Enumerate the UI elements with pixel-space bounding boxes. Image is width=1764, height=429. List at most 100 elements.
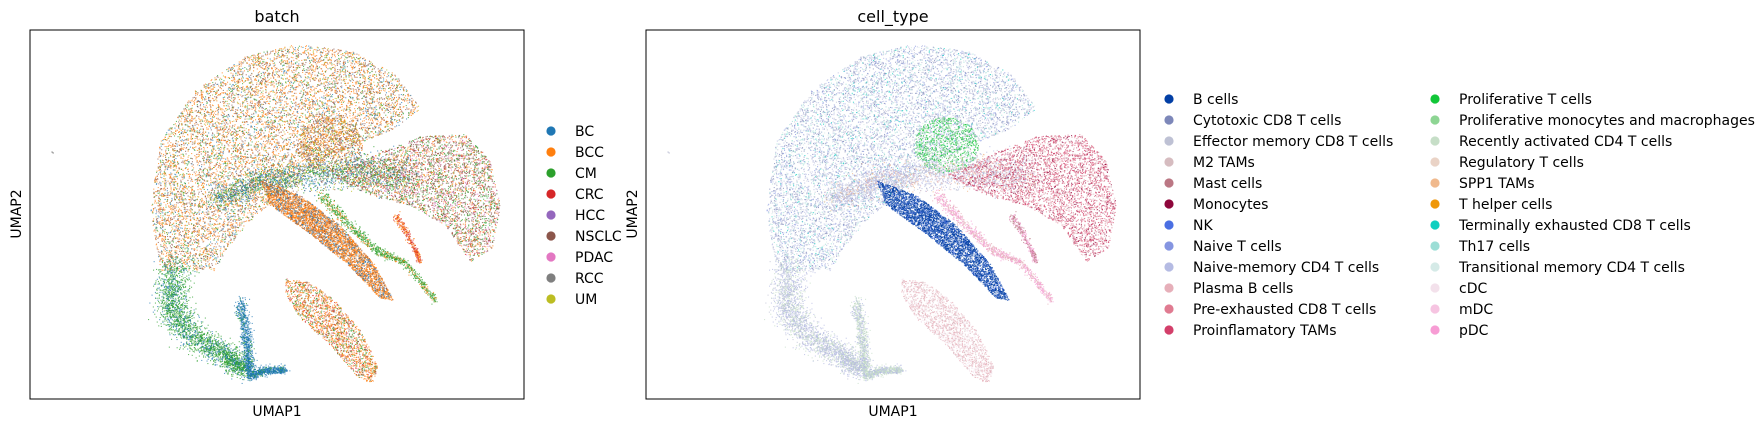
- batch-point: [229, 120, 230, 121]
- batch-point: [264, 146, 265, 147]
- batch-point: [222, 127, 223, 128]
- batch-point: [240, 161, 241, 162]
- batch-point: [175, 250, 176, 251]
- batch-point: [369, 95, 370, 96]
- batch-point: [164, 184, 165, 185]
- batch-point: [378, 88, 379, 89]
- batch-point: [190, 204, 191, 205]
- batch-point: [242, 59, 243, 60]
- batch-point: [289, 82, 290, 83]
- batch-point: [292, 77, 293, 78]
- batch-point: [257, 68, 258, 69]
- batch-point: [167, 168, 168, 169]
- batch-point: [158, 211, 159, 212]
- batch-point: [234, 187, 235, 188]
- batch-point: [369, 137, 370, 138]
- batch-point: [223, 115, 224, 116]
- batch-point: [239, 88, 240, 89]
- batch-point: [161, 211, 162, 212]
- batch-point: [224, 123, 225, 124]
- batch-point: [214, 258, 215, 259]
- batch-point: [165, 245, 166, 246]
- batch-point: [263, 172, 264, 173]
- batch-point: [395, 116, 396, 117]
- batch-point: [380, 124, 381, 125]
- batch-point: [345, 76, 346, 77]
- batch-point: [192, 112, 193, 113]
- batch-point: [218, 85, 219, 86]
- batch-point: [191, 112, 192, 113]
- batch-point: [362, 90, 363, 91]
- batch-point: [383, 77, 384, 78]
- batch-point: [261, 134, 262, 135]
- batch-point: [244, 70, 245, 71]
- batch-point: [261, 67, 262, 68]
- batch-point: [223, 90, 224, 91]
- batch-point: [184, 129, 185, 130]
- batch-point: [212, 82, 213, 83]
- batch-point: [166, 253, 167, 254]
- batch-point: [286, 72, 287, 73]
- batch-point: [158, 251, 159, 252]
- batch-point: [240, 95, 241, 96]
- batch-point: [229, 93, 230, 94]
- batch-point: [202, 179, 203, 180]
- batch-point: [220, 166, 221, 167]
- batch-point: [178, 227, 179, 228]
- batch-point: [263, 59, 264, 60]
- batch-point: [353, 57, 354, 58]
- batch-point: [248, 76, 249, 77]
- batch-point: [358, 70, 359, 71]
- batch-point: [217, 131, 218, 132]
- batch-point: [255, 201, 256, 202]
- batch-point: [172, 133, 173, 134]
- batch-point: [216, 246, 217, 247]
- batch-point: [177, 146, 178, 147]
- batch-point: [226, 126, 227, 127]
- batch-point: [233, 121, 234, 122]
- batch-point: [222, 253, 223, 254]
- batch-point: [237, 224, 238, 225]
- batch-point: [231, 232, 232, 233]
- batch-point: [302, 47, 303, 48]
- batch-point: [235, 232, 236, 233]
- batch-point: [312, 61, 313, 62]
- batch-point: [214, 238, 215, 239]
- batch-point: [277, 174, 278, 175]
- batch-point: [197, 143, 198, 144]
- batch-point: [264, 74, 265, 75]
- batch-point: [282, 130, 283, 131]
- batch-point: [337, 54, 338, 55]
- batch-point: [164, 176, 165, 177]
- batch-scatter-points: [52, 45, 501, 384]
- batch-point: [228, 129, 229, 130]
- batch-point: [284, 168, 285, 169]
- batch-point: [205, 107, 206, 108]
- batch-point: [221, 152, 222, 153]
- batch-point: [210, 180, 211, 181]
- batch-point: [232, 80, 233, 81]
- batch-point: [201, 260, 202, 261]
- batch-point: [370, 125, 371, 126]
- batch-point: [253, 91, 254, 92]
- batch-point: [264, 64, 265, 65]
- batch-point: [229, 237, 230, 238]
- batch-point: [268, 148, 269, 149]
- batch-point: [282, 166, 283, 167]
- batch-point: [374, 94, 375, 95]
- batch-point: [366, 100, 367, 101]
- batch-point: [220, 256, 221, 257]
- batch-point: [376, 105, 377, 106]
- batch-point: [235, 221, 236, 222]
- batch-point: [306, 123, 307, 124]
- batch-point: [394, 85, 395, 86]
- batch-point: [386, 92, 387, 93]
- batch-point: [399, 80, 400, 81]
- batch-point: [208, 138, 209, 139]
- batch-point: [238, 219, 239, 220]
- batch-point: [346, 79, 347, 80]
- batch-point: [188, 157, 189, 158]
- batch-point: [280, 89, 281, 90]
- batch-point: [227, 101, 228, 102]
- batch-point: [208, 172, 209, 173]
